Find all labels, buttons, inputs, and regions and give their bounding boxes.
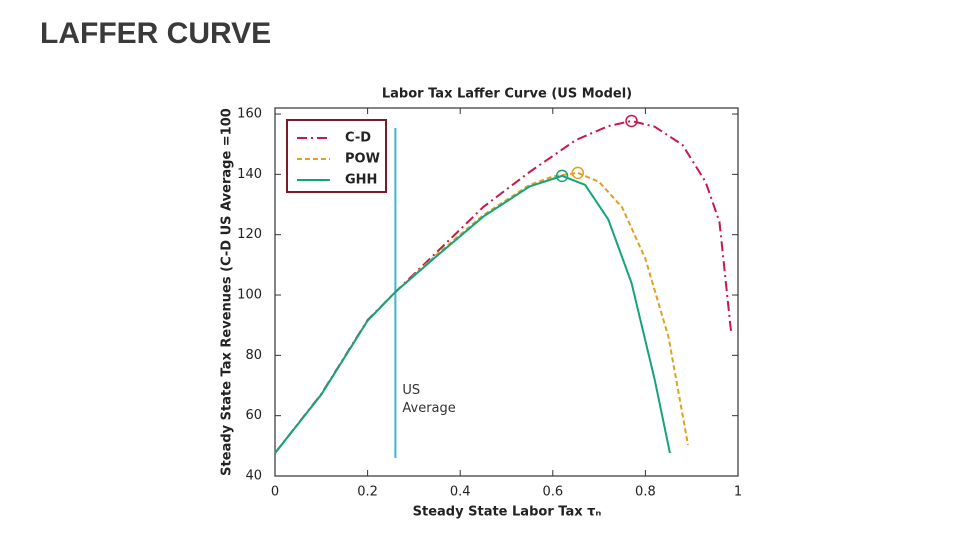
- series-line: [274, 171, 689, 454]
- y-tick-label: 120: [237, 227, 262, 242]
- x-tick-label: 0.6: [542, 485, 563, 500]
- x-tick-label: 0.8: [635, 485, 656, 500]
- y-tick-label: 80: [245, 348, 262, 363]
- legend-label: C-D: [345, 131, 371, 146]
- y-tick-label: 100: [237, 288, 262, 303]
- series-line: [274, 174, 671, 454]
- x-axis-label: Steady State Labor Tax τₙ: [413, 505, 602, 520]
- y-tick-label: 40: [245, 469, 262, 484]
- y-tick-label: 160: [237, 107, 262, 122]
- x-tick-label: 0: [271, 485, 279, 500]
- y-tick-label: 60: [245, 408, 262, 423]
- annotation: US Average: [402, 383, 456, 416]
- y-axis-label: Steady State Tax Revenues (C-D US Averag…: [220, 108, 235, 476]
- legend-label: GHH: [345, 173, 377, 188]
- peak-marker: [555, 169, 569, 183]
- plot-frame: [274, 107, 739, 477]
- slide-title: LAFFER CURVE: [40, 17, 271, 50]
- legend-label: POW: [345, 152, 380, 167]
- chart-title: Labor Tax Laffer Curve (US Model): [382, 87, 632, 102]
- peak-marker: [571, 166, 585, 180]
- peak-marker: [625, 114, 638, 128]
- y-tick-label: 140: [237, 167, 262, 182]
- x-tick-label: 1: [734, 485, 742, 500]
- x-tick-label: 0.2: [357, 485, 378, 500]
- x-tick-label: 0.4: [450, 485, 471, 500]
